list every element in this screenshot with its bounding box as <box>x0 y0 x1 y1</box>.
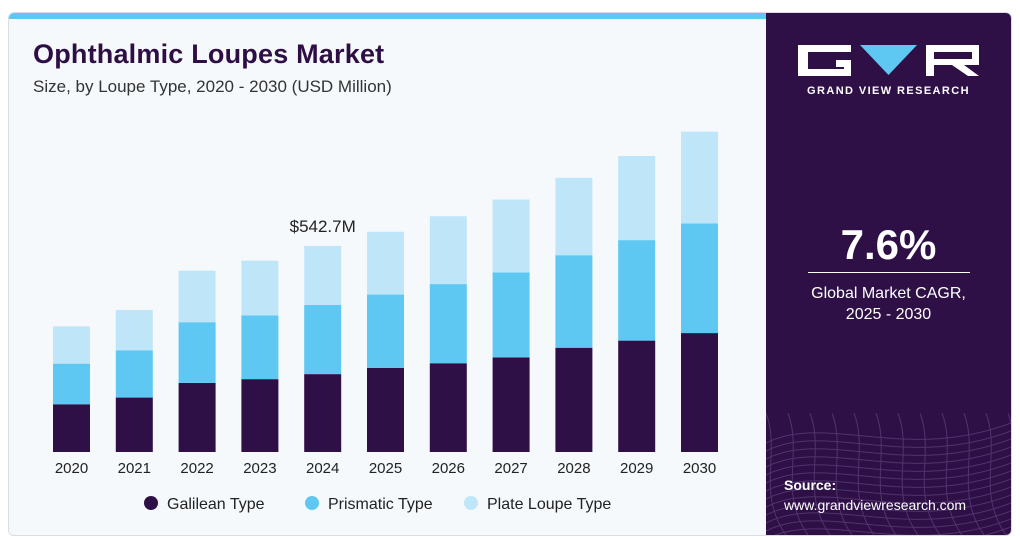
bar-2025-plate-loupe-type <box>367 231 404 295</box>
bar-2029-galilean-type <box>618 340 656 452</box>
x-tick-label: 2028 <box>557 460 590 477</box>
bar-2023-plate-loupe-type <box>241 260 279 316</box>
wave-pattern <box>766 413 1011 535</box>
x-tick-label: 2026 <box>432 460 465 477</box>
stacked-bar-chart: 2020 2021 2022 2023 2024 2025 2026 2027 2028 2029… <box>53 131 718 513</box>
bar-2029-plate-loupe-type <box>618 155 656 241</box>
legend-label: Plate Loupe Type <box>487 496 611 513</box>
legend-swatch <box>144 496 158 510</box>
cagr-label-line-2: 2025 - 2030 <box>845 306 932 323</box>
x-tick-label: 2029 <box>620 460 653 477</box>
page-title: Ophthalmic Loupes Market <box>33 39 385 69</box>
page-subtitle: Size, by Loupe Type, 2020 - 2030 (USD Mi… <box>33 77 392 96</box>
chart-panel: Ophthalmic Loupes Market Size, by Loupe … <box>9 13 766 535</box>
x-tick-label: 2022 <box>180 460 213 477</box>
bar-2026-plate-loupe-type <box>429 216 467 285</box>
bar-2026-prismatic-type <box>429 284 467 364</box>
bar-2025-prismatic-type <box>367 294 404 368</box>
bar-2030-galilean-type <box>681 333 718 452</box>
bar-2028-galilean-type <box>555 347 593 452</box>
bar-2023-galilean-type <box>241 379 279 452</box>
bar-2027-galilean-type <box>492 357 530 452</box>
source-link[interactable]: www.grandviewresearch.com <box>784 497 967 513</box>
bar-2021-galilean-type <box>115 397 153 452</box>
bar-2020-prismatic-type <box>53 363 90 405</box>
legend-swatch <box>464 496 478 510</box>
x-tick-label: 2020 <box>55 460 88 477</box>
bar-2020-galilean-type <box>53 404 90 452</box>
bar-2022-plate-loupe-type <box>178 270 216 323</box>
x-tick-label: 2027 <box>494 460 527 477</box>
bar-2023-prismatic-type <box>241 315 279 380</box>
cagr-label: Global Market CAGR, 2025 - 2030 <box>766 283 1011 325</box>
accent-bar <box>9 13 766 19</box>
bar-2027-prismatic-type <box>492 272 530 358</box>
bar-2030-prismatic-type <box>681 223 718 334</box>
bar-2027-plate-loupe-type <box>492 199 530 273</box>
source-label: Source: <box>784 477 837 493</box>
x-tick-label: 2025 <box>369 460 402 477</box>
legend-swatch <box>305 496 319 510</box>
cagr-label-line-1: Global Market CAGR, <box>811 285 966 302</box>
bar-2020-plate-loupe-type <box>53 326 90 364</box>
bar-2028-plate-loupe-type <box>555 177 593 256</box>
x-tick-label: 2023 <box>243 460 276 477</box>
bar-2021-plate-loupe-type <box>115 310 153 351</box>
x-tick-label: 2021 <box>118 460 151 477</box>
bar-2022-prismatic-type <box>178 322 216 383</box>
bar-2025-galilean-type <box>367 367 404 452</box>
x-tick-label: 2024 <box>306 460 339 477</box>
cagr-divider <box>808 272 970 273</box>
brand-name: GRAND VIEW RESEARCH <box>807 85 970 97</box>
bar-2026-galilean-type <box>429 363 467 452</box>
x-tick-label: 2030 <box>683 460 716 477</box>
legend-label: Prismatic Type <box>328 496 433 513</box>
bar-2024-prismatic-type <box>304 305 342 375</box>
info-panel: GRAND VIEW RESEARCH 7.6% Global Market C… <box>766 13 1011 535</box>
cagr-value: 7.6% <box>840 221 937 268</box>
bar-2021-prismatic-type <box>115 350 153 398</box>
bar-2029-prismatic-type <box>618 240 656 341</box>
bar-2024-plate-loupe-type <box>304 245 342 306</box>
legend-label: Galilean Type <box>167 496 265 513</box>
bar-2030-plate-loupe-type <box>681 131 718 224</box>
bar-2022-galilean-type <box>178 382 216 452</box>
bar-2024-galilean-type <box>304 374 342 452</box>
grand-view-research-logo <box>798 45 979 76</box>
data-label: $542.7M <box>290 217 356 236</box>
report-card: Ophthalmic Loupes Market Size, by Loupe … <box>8 12 1012 536</box>
bar-2028-prismatic-type <box>555 255 593 348</box>
